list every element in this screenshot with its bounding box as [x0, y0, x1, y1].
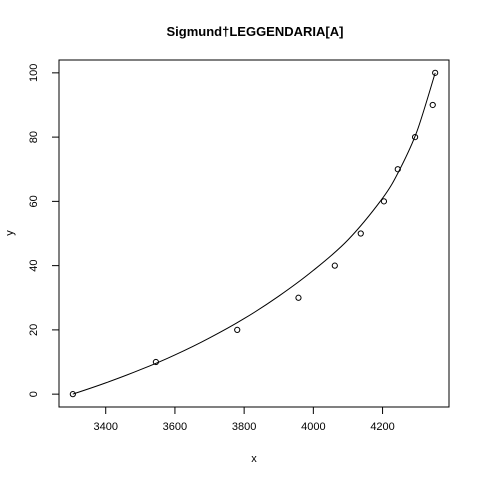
data-point	[411, 134, 419, 141]
fitted-curve-line	[72, 72, 436, 395]
chart-title: Sigmund†LEGGENDARIA[A]	[167, 24, 344, 39]
data-point	[380, 198, 388, 205]
y-tick-label: 100	[28, 64, 40, 82]
data-point	[429, 101, 436, 109]
data-point	[432, 69, 439, 76]
y-tick-label: 0	[28, 391, 40, 397]
data-point	[234, 326, 241, 333]
y-axis: 0 20 40 60 80 100	[28, 64, 59, 397]
y-tick-label: 20	[28, 324, 40, 336]
x-axis: 3400 3600 3800 4000 4200	[93, 407, 395, 433]
data-points	[69, 69, 439, 398]
y-axis-label: y	[4, 230, 16, 236]
plot-frame	[58, 59, 450, 408]
x-tick-label: 3600	[163, 421, 187, 433]
data-point	[331, 262, 338, 269]
data-point	[69, 391, 76, 398]
data-point	[394, 166, 401, 173]
y-tick-label: 40	[28, 260, 40, 272]
x-tick-label: 3400	[93, 421, 117, 433]
x-axis-label: x	[251, 453, 257, 465]
data-point	[295, 294, 302, 301]
x-tick-label: 4000	[301, 421, 325, 433]
y-tick-label: 60	[28, 195, 40, 207]
data-point	[357, 230, 364, 237]
data-point	[152, 358, 159, 366]
x-tick-label: 3800	[232, 421, 256, 433]
y-tick-label: 80	[28, 131, 40, 143]
x-tick-label: 4200	[370, 421, 394, 433]
